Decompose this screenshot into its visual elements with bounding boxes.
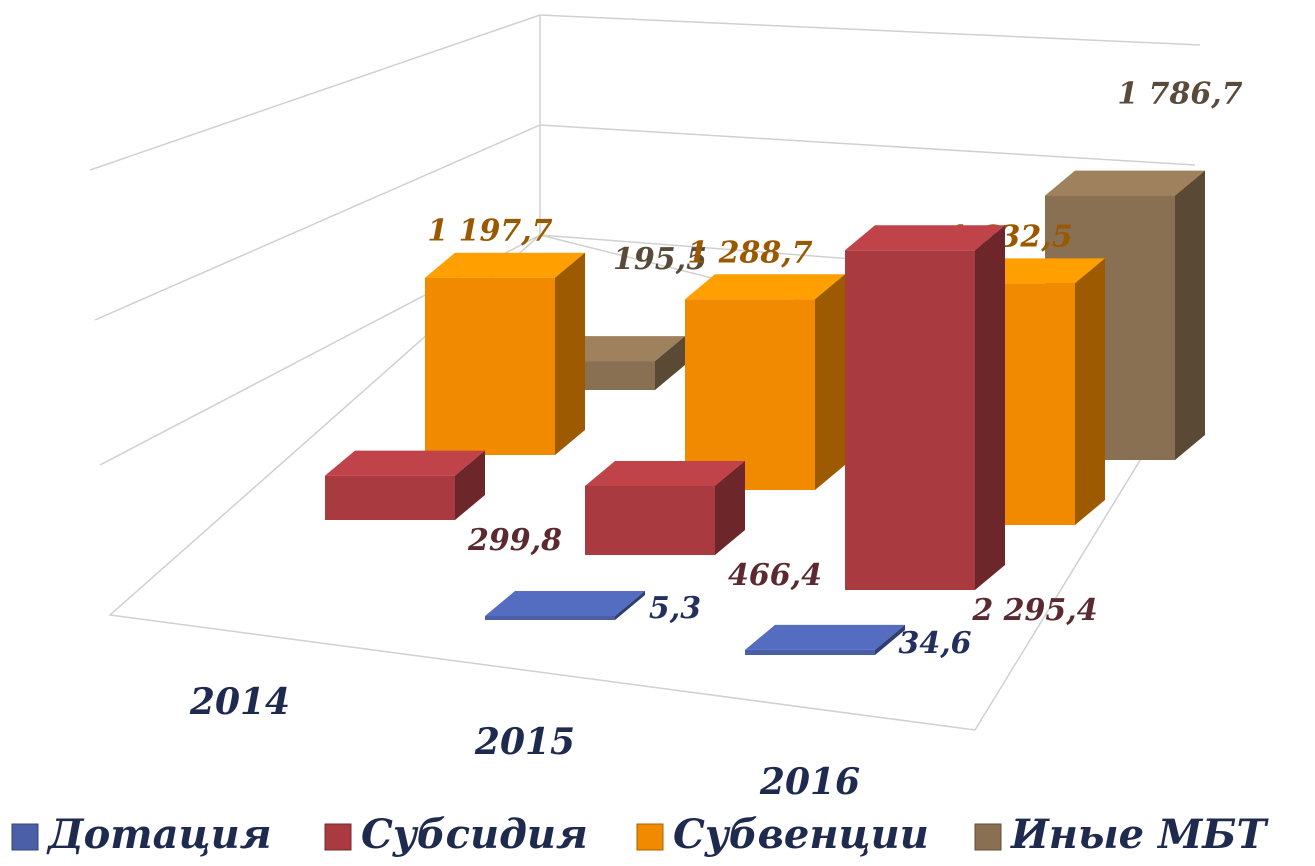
value-label: 34,6 xyxy=(898,626,971,661)
bar-front xyxy=(425,277,555,455)
x-tick-label: 2014 xyxy=(189,681,290,723)
bar xyxy=(325,450,485,520)
legend-swatch xyxy=(974,823,1002,851)
legend-label: Иные МБТ xyxy=(1010,811,1269,858)
bar-front xyxy=(485,616,615,620)
bar-front xyxy=(685,299,815,490)
bar xyxy=(845,225,1005,590)
bar-top xyxy=(1045,170,1205,196)
bar-top xyxy=(845,225,1005,251)
bar-top xyxy=(325,450,485,476)
bar-side xyxy=(615,591,645,620)
value-label: 299,8 xyxy=(467,523,562,558)
bar-side xyxy=(655,336,685,390)
legend-swatch xyxy=(324,823,352,851)
bar-front xyxy=(845,250,975,590)
bar xyxy=(425,252,585,455)
legend-label: Субвенции xyxy=(673,811,929,858)
bar-top xyxy=(585,460,745,486)
bar-top xyxy=(685,274,845,300)
value-label: 1 786,7 xyxy=(1117,77,1242,112)
value-label: 2 295,4 xyxy=(971,593,1097,628)
value-label: 466,4 xyxy=(728,558,822,593)
bar-top xyxy=(425,252,585,278)
bar-side xyxy=(455,450,485,520)
legend-swatch xyxy=(636,823,664,851)
bar-side xyxy=(1175,170,1205,460)
bar xyxy=(585,460,745,555)
value-label: 5,3 xyxy=(649,591,701,626)
bar-front xyxy=(325,475,455,520)
value-label: 195,5 xyxy=(613,242,707,277)
bar-side xyxy=(815,274,845,490)
bar-side xyxy=(1075,258,1105,525)
bar-top xyxy=(745,624,905,650)
bar-front xyxy=(585,485,715,555)
bar xyxy=(485,591,645,620)
bar xyxy=(685,274,845,490)
legend-label: Дотация xyxy=(46,811,272,858)
bar-side xyxy=(975,225,1005,590)
bar-top xyxy=(485,591,645,616)
bar-side xyxy=(875,624,905,655)
x-tick-label: 2015 xyxy=(474,721,575,763)
bar xyxy=(745,624,905,655)
bar-side xyxy=(715,460,745,555)
value-label: 1 197,7 xyxy=(427,214,552,249)
bar-side xyxy=(555,252,585,455)
x-tick-label: 2016 xyxy=(759,761,860,803)
legend-label: Субсидия xyxy=(361,811,588,858)
legend-swatch xyxy=(11,823,39,851)
bar-front xyxy=(745,649,875,655)
value-label: 1 288,7 xyxy=(687,235,812,270)
